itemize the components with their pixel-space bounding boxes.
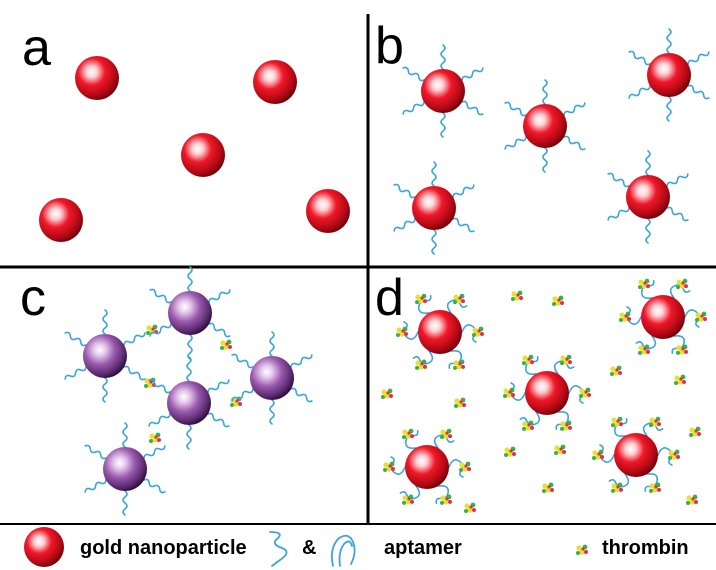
legend-aptamer-label: aptamer (384, 537, 462, 559)
aptamer-icon (269, 531, 288, 567)
thrombin-molecule (674, 374, 686, 385)
gold-nanoparticle-icon (24, 527, 64, 567)
legend-ampersand: & (302, 537, 317, 559)
thrombin-molecule (504, 446, 516, 457)
thrombin-bound-particle (383, 429, 471, 505)
gold-nanoparticle (39, 198, 83, 242)
panel-label-d: d (375, 269, 404, 327)
panel-a (39, 56, 350, 242)
thrombin-molecule (610, 365, 622, 376)
thrombin-bound-particle (396, 294, 484, 370)
thrombin-molecule (552, 295, 564, 306)
aptamer-icon (330, 534, 356, 567)
panel-label-b: b (375, 17, 404, 75)
aptamer-particle (504, 80, 586, 172)
gold-nanoparticle (253, 60, 297, 104)
aggregated-particle (84, 423, 166, 515)
thrombin-bound-particle (503, 355, 591, 431)
gold-nanoparticle (306, 189, 350, 233)
thrombin-molecule (554, 444, 566, 455)
aptamer-particle (628, 29, 710, 121)
thrombin-molecule (689, 426, 701, 437)
thrombin-molecule (454, 397, 466, 408)
legend: gold nanoparticle & aptamer thrombin (0, 524, 716, 570)
legend-thrombin-label: thrombin (602, 537, 689, 559)
gold-nanoparticle (181, 133, 225, 177)
panel-label-c: c (20, 269, 46, 327)
gold-nanoparticle (75, 56, 119, 100)
thrombin-molecule (542, 482, 554, 493)
aptamer-particle (393, 162, 475, 254)
panel-b (393, 29, 710, 254)
thrombin-bound-particle (592, 417, 680, 493)
thrombin-bound-particle (619, 279, 707, 355)
thrombin-molecule (511, 290, 523, 301)
aggregated-particle (64, 310, 146, 402)
thrombin-molecule (381, 388, 393, 399)
thrombin-molecule (464, 502, 476, 513)
legend-icons (24, 527, 588, 567)
aptamer-particle (607, 151, 689, 243)
panel-label-a: a (22, 19, 51, 77)
aggregated-particle (148, 357, 230, 449)
panel-c (64, 267, 313, 515)
thrombin-molecule (220, 339, 232, 350)
aggregated-particle (149, 267, 231, 359)
aggregated-particle (231, 332, 313, 424)
aptamer-particle (402, 45, 484, 137)
thrombin-molecule (149, 432, 161, 443)
panel-d (381, 279, 707, 513)
thrombin-molecule (686, 494, 698, 505)
legend-gold-label: gold nanoparticle (80, 537, 247, 559)
